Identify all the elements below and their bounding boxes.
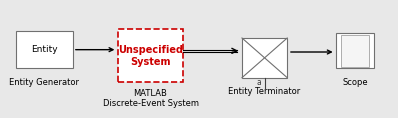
- Text: System: System: [130, 57, 171, 67]
- Text: Entity: Entity: [31, 45, 58, 54]
- Text: Entity Generator: Entity Generator: [10, 78, 79, 87]
- Text: Entity Terminator: Entity Terminator: [228, 87, 301, 96]
- Text: a: a: [257, 78, 261, 87]
- Text: MATLAB: MATLAB: [134, 89, 168, 98]
- FancyBboxPatch shape: [16, 31, 73, 68]
- Text: Unspecified: Unspecified: [118, 45, 183, 55]
- Text: Discrete-Event System: Discrete-Event System: [103, 99, 199, 108]
- Text: Scope: Scope: [342, 78, 368, 87]
- FancyBboxPatch shape: [242, 38, 287, 78]
- FancyBboxPatch shape: [336, 33, 374, 68]
- FancyBboxPatch shape: [118, 29, 183, 82]
- FancyBboxPatch shape: [341, 35, 369, 67]
